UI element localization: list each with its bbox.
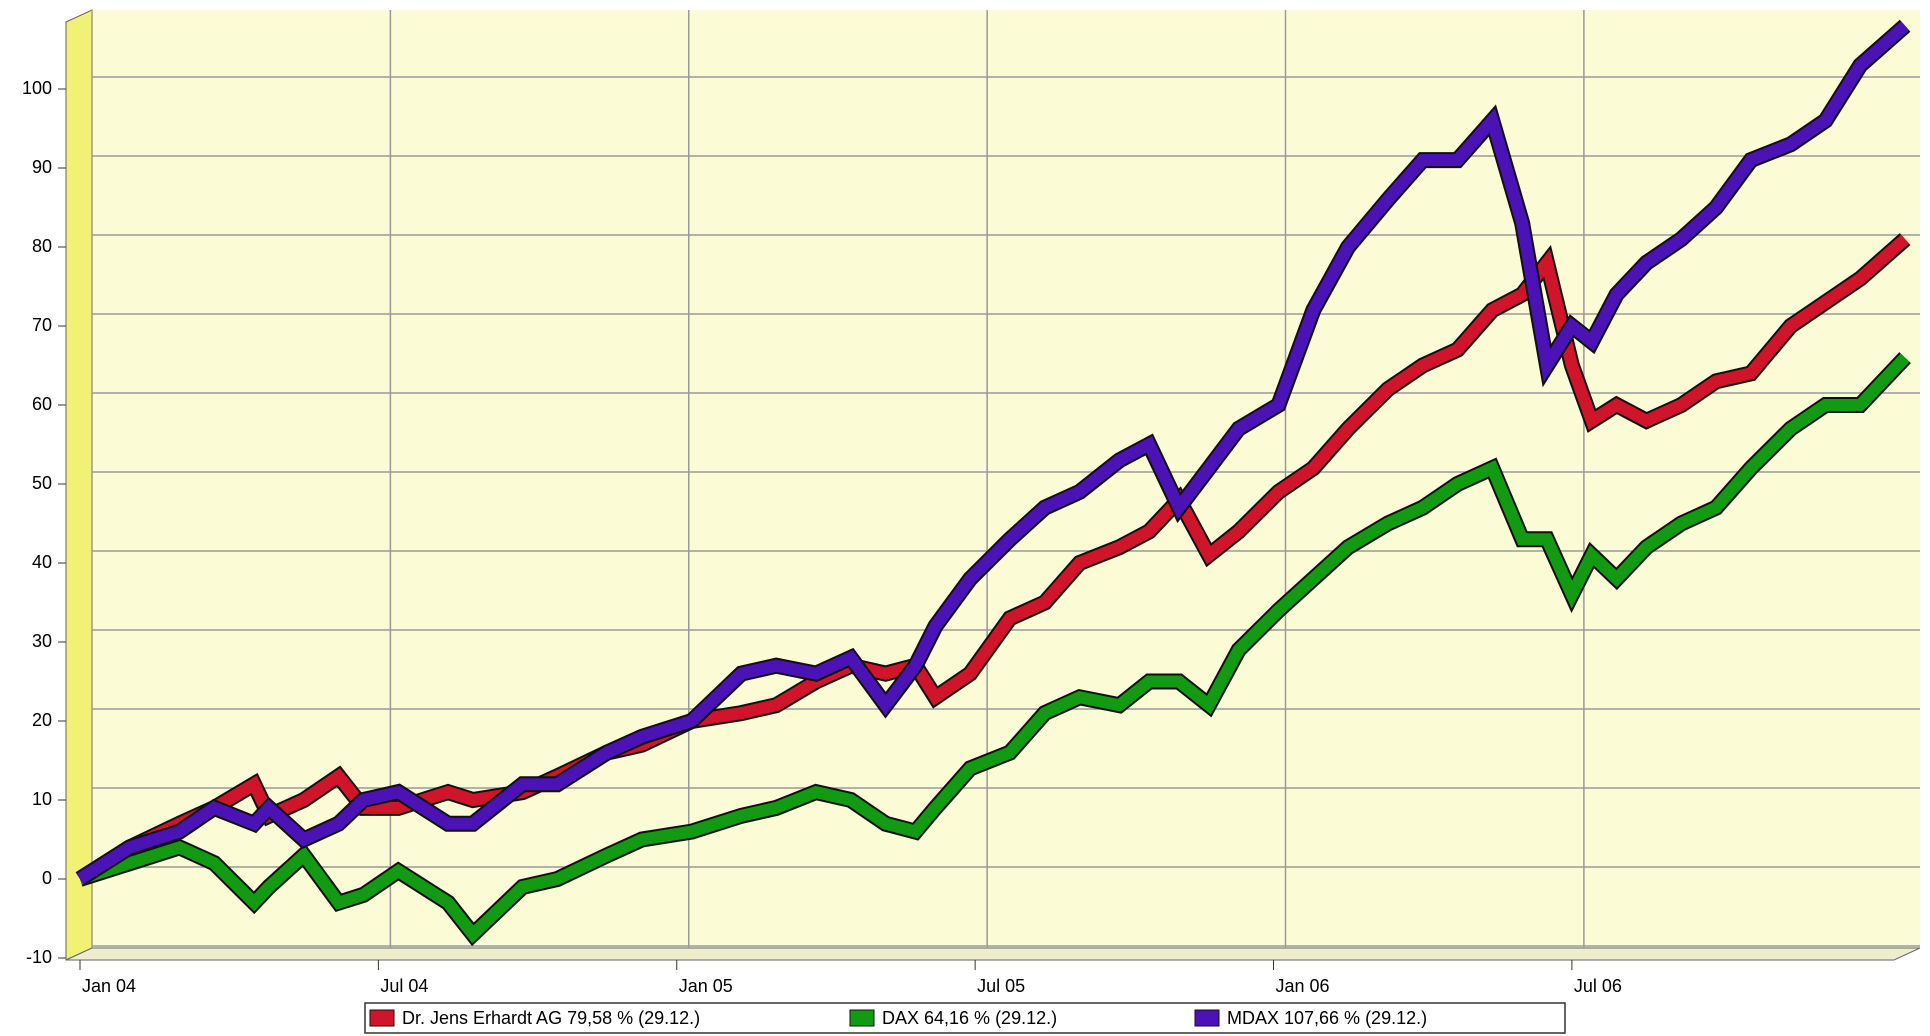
legend-swatch bbox=[1194, 1009, 1220, 1027]
legend-swatch bbox=[369, 1009, 395, 1027]
y-tick-label: 30 bbox=[32, 631, 52, 651]
legend-box bbox=[364, 1002, 1566, 1034]
legend-label: MDAX 107,66 % (29.12.) bbox=[1227, 1008, 1427, 1028]
x-tick-label: Jul 04 bbox=[380, 976, 428, 996]
y-tick-label: 100 bbox=[22, 78, 52, 98]
legend-label: Dr. Jens Erhardt AG 79,58 % (29.12.) bbox=[402, 1008, 700, 1028]
y-tick-label: 10 bbox=[32, 789, 52, 809]
y-tick-label: 70 bbox=[32, 315, 52, 335]
y-tick-label: 60 bbox=[32, 394, 52, 414]
side-wall bbox=[65, 9, 93, 961]
y-tick-label: 50 bbox=[32, 473, 52, 493]
y-tick-label: 80 bbox=[32, 236, 52, 256]
series-ribbon bbox=[78, 353, 1910, 944]
x-tick-label: Jan 05 bbox=[679, 976, 733, 996]
y-tick-label: 20 bbox=[32, 710, 52, 730]
y-tick-label: 40 bbox=[32, 552, 52, 572]
y-tick-label: 0 bbox=[42, 868, 52, 888]
x-tick-label: Jul 06 bbox=[1574, 976, 1622, 996]
y-tick-label: -10 bbox=[26, 947, 52, 967]
x-tick-label: Jul 05 bbox=[977, 976, 1025, 996]
legend-label: DAX 64,16 % (29.12.) bbox=[882, 1008, 1057, 1028]
series-ribbon bbox=[76, 21, 1910, 885]
floor bbox=[65, 947, 1921, 961]
legend-swatch bbox=[849, 1009, 875, 1027]
series-ribbon bbox=[76, 234, 1910, 885]
x-tick-label: Jan 06 bbox=[1276, 976, 1330, 996]
x-tick-label: Jan 04 bbox=[82, 976, 136, 996]
y-tick-label: 90 bbox=[32, 157, 52, 177]
